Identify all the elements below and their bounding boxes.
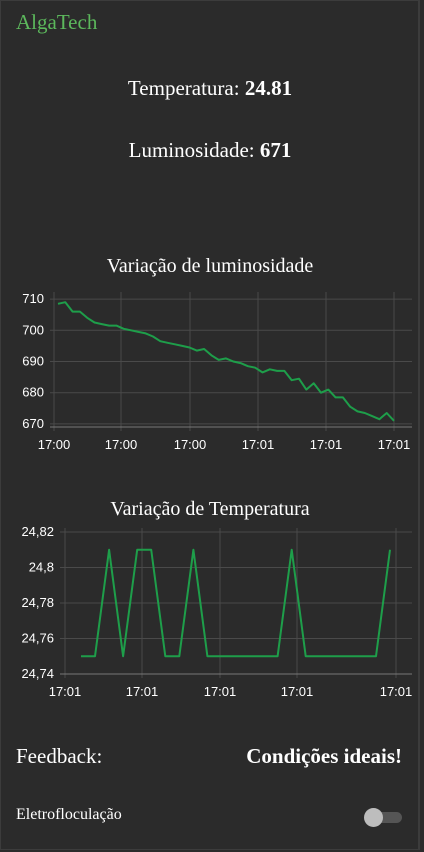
temperature-value: 24.81	[244, 76, 293, 100]
x-tick-label: 17:01	[204, 684, 237, 699]
x-tick-label: 17:01	[310, 437, 343, 452]
series-line	[57, 301, 395, 422]
x-tick-label: 17:01	[126, 684, 159, 699]
y-tick-label: 670	[22, 416, 44, 431]
y-tick-label: 24,76	[21, 631, 54, 646]
y-tick-label: 700	[22, 322, 44, 337]
x-tick-label: 17:01	[242, 437, 275, 452]
series-line	[81, 548, 391, 658]
x-tick-label: 17:00	[105, 437, 138, 452]
app-title: AlgaTech	[16, 10, 98, 34]
toggle-track	[368, 812, 402, 823]
feedback-label: Feedback:	[16, 744, 103, 768]
electroflocculation-toggle[interactable]	[364, 808, 402, 827]
x-tick-label: 17:01	[378, 437, 411, 452]
y-tick-label: 690	[22, 354, 44, 369]
x-tick-label: 17:00	[174, 437, 207, 452]
luminosity-label: Luminosidade:	[128, 138, 260, 162]
x-tick-label: 17:00	[38, 437, 71, 452]
y-tick-label: 24,82	[21, 524, 54, 539]
x-tick-label: 17:01	[380, 684, 413, 699]
feedback-value: Condições ideais!	[246, 744, 402, 768]
y-tick-label: 680	[22, 385, 44, 400]
luminosity-value: 671	[259, 138, 292, 162]
y-tick-label: 24,74	[21, 666, 54, 681]
electroflocculation-label: Eletrofloculação	[16, 806, 122, 823]
luminosity-chart: 710 700 690 680 670 17:00 17:00 17:00 17:01 17:01…	[22, 291, 412, 452]
temperature-readout: Temperatura: 24.81	[0, 76, 420, 101]
x-tick-label: 17:01	[49, 684, 82, 699]
toggle-knob	[364, 808, 383, 827]
x-tick-label: 17:01	[281, 684, 314, 699]
y-tick-label: 24,8	[29, 560, 54, 575]
y-tick-label: 710	[22, 291, 44, 306]
y-tick-label: 24,78	[21, 595, 54, 610]
luminosity-chart-title: Variação de luminosidade	[106, 255, 314, 277]
temperature-chart: 24,82 24,8 24,78 24,76 24,74 17:01 17:01 17:01 1…	[21, 524, 413, 699]
temperature-chart-title: Variação de Temperatura	[110, 498, 310, 520]
temperature-label: Temperatura:	[127, 76, 245, 100]
luminosity-readout: Luminosidade: 671	[0, 138, 420, 163]
